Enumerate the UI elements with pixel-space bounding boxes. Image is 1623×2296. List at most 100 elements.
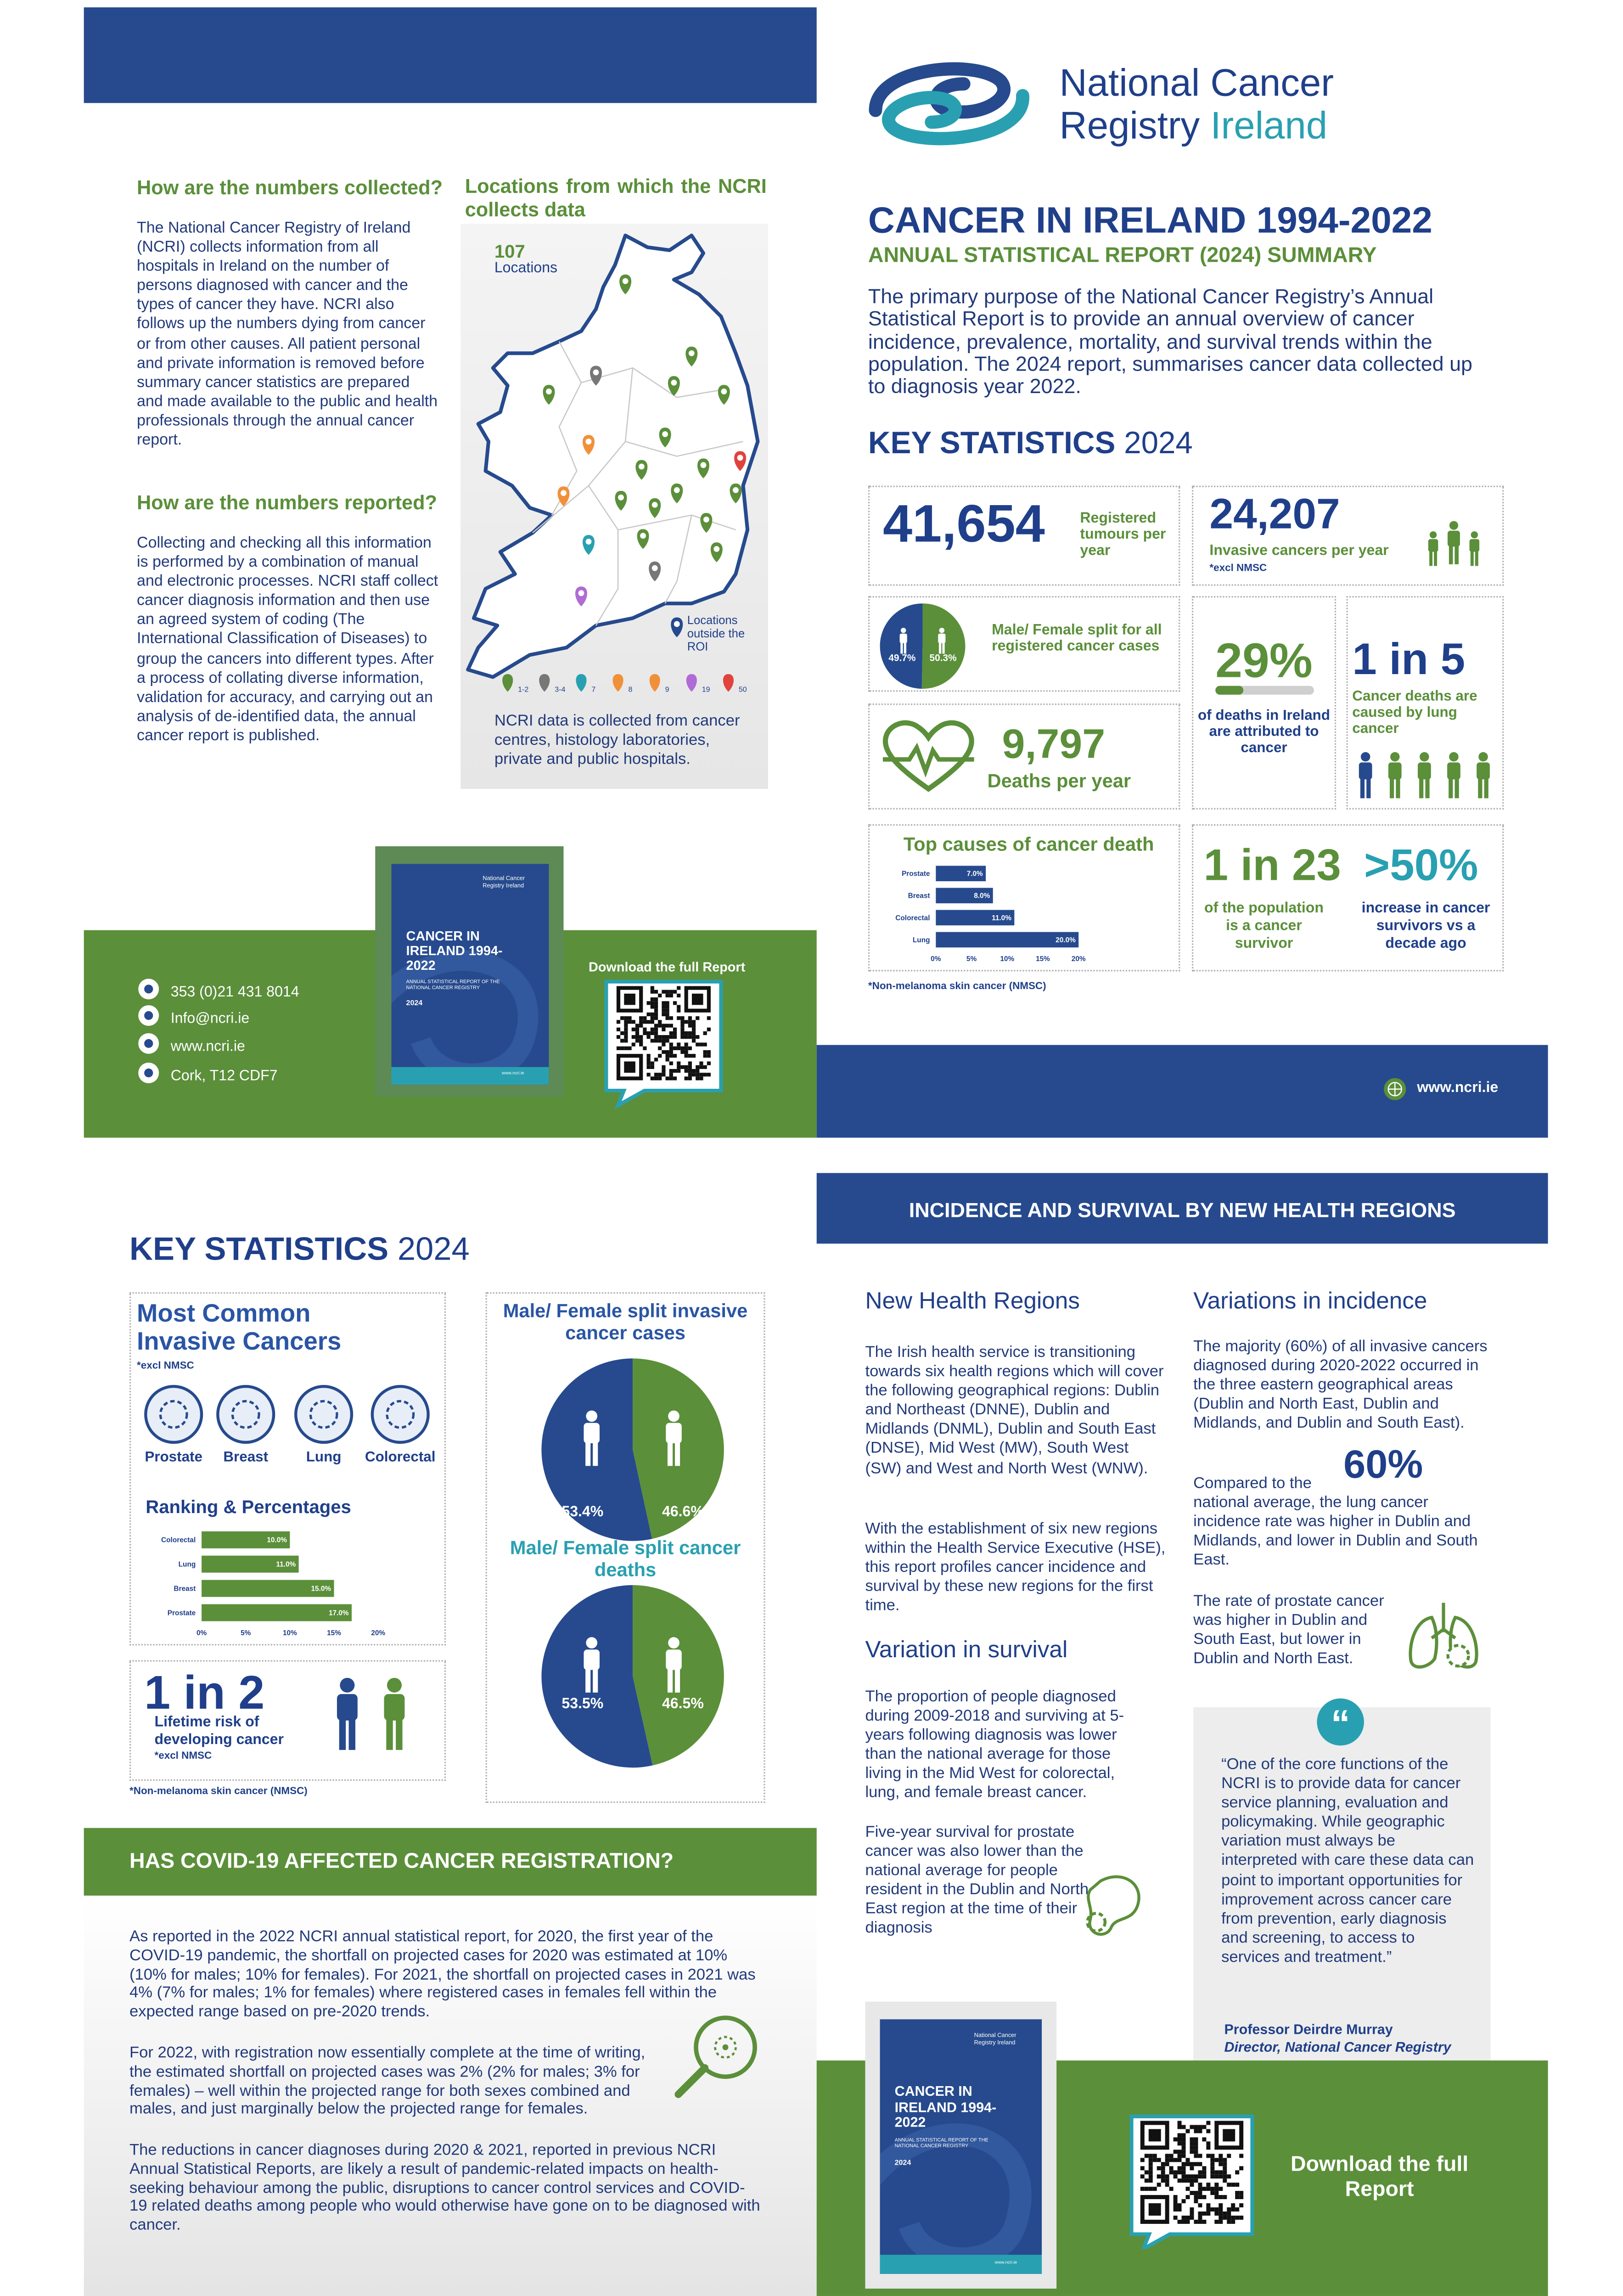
qr-module (1206, 2187, 1211, 2191)
person-leg (1475, 550, 1478, 566)
stat-label: of deaths in Ireland are attributed to c… (1198, 708, 1330, 757)
qr-module (1210, 2166, 1215, 2171)
map-pin (649, 498, 661, 518)
stat-box (868, 703, 1180, 810)
map: 1-2 3-4 7 8 9 19 50 (466, 233, 760, 693)
map-pin-dot (638, 463, 645, 470)
qr-module (639, 1039, 643, 1043)
qr-module (665, 993, 669, 998)
qr-module (1173, 2158, 1178, 2162)
qr-module (1169, 2166, 1174, 2171)
qr-module (1194, 2125, 1198, 2129)
qr-module (1198, 2187, 1202, 2191)
qr-module (654, 1058, 658, 1062)
qr-module (1227, 2154, 1231, 2158)
person-icon (1469, 531, 1480, 566)
qr-module (1219, 2162, 1223, 2167)
value-label: 46.6% (662, 1503, 704, 1519)
qr-module (691, 1039, 696, 1043)
qr-module (639, 1035, 643, 1039)
qr-module (673, 1035, 677, 1039)
qr-module (1181, 2162, 1186, 2167)
qr-module (650, 1012, 654, 1017)
qr-module (1152, 2187, 1157, 2191)
stat-figure: 1 in 2 (144, 1666, 265, 1719)
map-pin (685, 346, 698, 367)
qr-module (654, 1001, 658, 1005)
qr-module (688, 1016, 692, 1020)
qr-module (691, 1069, 696, 1073)
qr-module (1177, 2158, 1182, 2162)
qr-module (658, 1035, 662, 1039)
cover-swirl (391, 950, 539, 1084)
qr-module (1173, 2199, 1178, 2204)
map-caption: NCRI data is collected from cancer centr… (494, 712, 740, 769)
legend-pin (502, 674, 513, 692)
qr-code (1129, 2114, 1254, 2249)
qr-module (680, 1024, 685, 1028)
value-label: 15.0% (311, 1585, 331, 1593)
qr-module (658, 1076, 662, 1080)
qr-module (1219, 2170, 1223, 2175)
qr-module (684, 1054, 688, 1058)
map-pin-dot (713, 546, 720, 552)
path (882, 89, 1029, 146)
qr-module (1177, 2137, 1182, 2142)
paragraph: The rate of prostate cancer was higher i… (1193, 1592, 1384, 1668)
qr-module (1190, 2145, 1194, 2150)
qr-module (1210, 2174, 1215, 2179)
qr-module (1206, 2121, 1211, 2125)
qr-module (699, 1065, 703, 1069)
qr-module (680, 1020, 685, 1024)
qr-module (1181, 2150, 1186, 2154)
cancer-icon-ring (371, 1384, 430, 1444)
qr-module (654, 1031, 658, 1035)
people-icon (337, 1677, 405, 1750)
stat-label: Invasive cancers per year (1209, 543, 1389, 559)
qr-module (691, 1027, 696, 1031)
qr-module (1198, 2174, 1202, 2179)
heading: Variation in survival (865, 1638, 1068, 1663)
qr-module (624, 1035, 628, 1039)
person-head (1449, 752, 1459, 762)
person-leg (667, 1667, 673, 1693)
person-leg (1425, 777, 1430, 799)
person-leg (1429, 550, 1433, 566)
map-pin-dot (651, 501, 658, 508)
map-pin (637, 529, 649, 549)
person-body (1469, 539, 1480, 552)
map-pin (710, 542, 723, 563)
paragraph: The proportion of people diagnosed durin… (865, 1688, 1124, 1802)
map-pin (615, 490, 627, 511)
qr-module (658, 1020, 662, 1024)
cancer-icon-core (386, 1400, 415, 1429)
map-pin-dot (733, 487, 739, 493)
quote-icon: “ (1317, 1698, 1364, 1746)
map-pin-dot (546, 388, 552, 394)
legend-label: 19 (702, 685, 710, 693)
qr-module (1173, 2137, 1178, 2142)
qr-module (654, 1024, 658, 1028)
person-icon (1447, 752, 1460, 799)
qr-module (680, 1046, 685, 1050)
circle (722, 2044, 729, 2050)
chart-title: Male/ Female split invasive cancer cases (503, 1300, 748, 1343)
magnifier-icon (674, 2015, 757, 2098)
qr-finder-core (1148, 2129, 1161, 2142)
map-note: Locations outside the ROI (687, 613, 745, 654)
person-body (1417, 762, 1431, 780)
map-pin-dot (662, 431, 668, 437)
qr-module (1231, 2215, 1236, 2220)
qr-module (662, 1069, 666, 1073)
qr-module (1173, 2215, 1178, 2220)
qr-module (1148, 2162, 1153, 2167)
qr-module (1194, 2141, 1198, 2146)
qr-module (707, 1016, 711, 1020)
qr-module (1181, 2145, 1186, 2150)
qr-module (1223, 2170, 1227, 2175)
qr-module (1157, 2158, 1161, 2162)
qr-module (1239, 2195, 1244, 2200)
qr-module (1214, 2191, 1219, 2195)
qr-module (691, 1035, 696, 1039)
qr-module (1185, 2162, 1190, 2167)
